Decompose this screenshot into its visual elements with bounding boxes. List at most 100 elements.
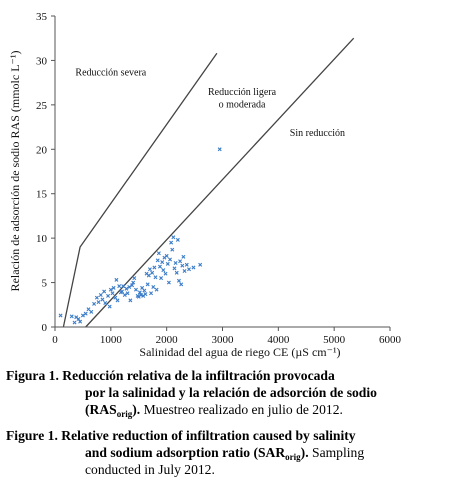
data-point [180, 263, 185, 268]
data-point [178, 259, 183, 264]
data-points [58, 147, 222, 325]
data-point [78, 319, 83, 324]
data-point [149, 291, 154, 296]
caption-en-line2-tail: Sampling [308, 445, 365, 460]
x-tick-label: 3000 [212, 334, 235, 346]
caption-english: Figure 1. Relative reduction of infiltra… [6, 427, 444, 478]
axes [54, 16, 390, 328]
data-point [121, 284, 126, 289]
data-point [76, 317, 81, 321]
data-point [138, 293, 143, 297]
tick-marks [51, 15, 391, 331]
y-tick-label: 15 [36, 189, 48, 201]
data-point [175, 237, 180, 242]
caption-es-tail: Muestreo realizado en julio de 2012. [140, 402, 343, 417]
data-point [155, 258, 160, 263]
data-point [72, 320, 77, 325]
caption-en-label: Figure 1. [6, 428, 58, 443]
y-tick-label: 30 [36, 55, 48, 67]
data-point [92, 301, 97, 306]
data-point [80, 313, 85, 318]
data-point [165, 261, 170, 266]
boundary-line-2 [85, 37, 355, 328]
y-axis-label: Relación de adsorción de sodio RAS (mmol… [8, 51, 22, 292]
data-point [169, 240, 174, 245]
region-label: Sin reducción [290, 128, 345, 139]
y-tick-label: 5 [42, 278, 48, 290]
caption-spanish: Figura 1. Reducción relativa de la infil… [6, 367, 444, 419]
data-point [156, 251, 161, 256]
scatter-chart: 0 1000 2000 3000 4000 5000 600005101520253035 … [8, 11, 402, 359]
data-point [170, 247, 175, 252]
data-point [168, 257, 173, 262]
data-point [166, 280, 171, 285]
data-point [161, 268, 166, 273]
y-tick-label: 20 [36, 144, 48, 156]
data-point [184, 262, 189, 267]
data-point [181, 254, 186, 259]
x-tick-label: 2000 [156, 334, 179, 346]
data-point [89, 309, 94, 314]
data-point [102, 289, 107, 294]
data-point [172, 266, 177, 271]
y-tick-label: 0 [42, 322, 48, 334]
data-point [179, 282, 184, 287]
data-point [108, 287, 113, 292]
data-point [128, 298, 133, 303]
boundary-lines [62, 37, 355, 328]
data-point [106, 293, 111, 298]
y-tick-label: 25 [36, 100, 48, 112]
data-point [124, 286, 129, 291]
data-point [111, 285, 116, 290]
caption-en-line3: conducted in July 2012. [85, 462, 215, 477]
data-point [164, 253, 169, 258]
data-point [132, 276, 137, 281]
data-point [69, 314, 74, 319]
x-tick-label: 4000 [267, 334, 290, 346]
data-point [154, 287, 159, 292]
data-point [114, 277, 119, 282]
data-point [98, 293, 103, 297]
data-point [160, 260, 165, 265]
x-tick-label: 5000 [323, 334, 346, 346]
data-point [96, 300, 101, 305]
region-label: Reducción severa [75, 68, 146, 79]
data-point [171, 235, 176, 240]
data-point [152, 265, 157, 270]
data-point [83, 311, 88, 316]
data-point [122, 293, 127, 297]
y-tick-label: 35 [36, 11, 48, 23]
data-point [198, 262, 203, 267]
caption-es-label: Figura 1. [6, 368, 59, 383]
data-point [120, 289, 124, 294]
data-point [103, 301, 108, 305]
data-point [187, 267, 191, 272]
region-label: Reducción ligera [208, 87, 277, 98]
data-point [176, 278, 181, 283]
data-point [130, 283, 135, 288]
tick-labels: 0 1000 2000 3000 4000 5000 6000 0 5 10 15 20 25 30 35 [36, 11, 402, 346]
region-label: o moderada [219, 100, 266, 111]
data-point [157, 264, 162, 269]
y-tick-label: 10 [36, 233, 48, 245]
data-point [127, 285, 132, 290]
data-point [142, 288, 147, 293]
data-point [133, 287, 138, 292]
caption-es-abbr: (RASorig). [85, 402, 141, 419]
data-point [115, 298, 120, 303]
data-point [151, 285, 156, 290]
data-point [173, 261, 178, 266]
region-labels: Reducción severa Reducción ligera o modera… [75, 68, 345, 139]
data-point [94, 295, 99, 300]
data-point [150, 270, 155, 275]
caption-es-line1: Reducción relativa de la infiltración pr… [62, 368, 335, 383]
x-tick-label: 1000 [100, 334, 123, 346]
data-point [110, 291, 115, 296]
data-point [163, 271, 168, 276]
x-tick-label: 0 [52, 334, 58, 346]
data-point [159, 276, 164, 281]
data-point [182, 269, 187, 274]
data-point [117, 284, 122, 289]
caption-en-line2: and sodium adsorption ratio (SARorig). [85, 445, 309, 462]
data-point [58, 313, 63, 318]
